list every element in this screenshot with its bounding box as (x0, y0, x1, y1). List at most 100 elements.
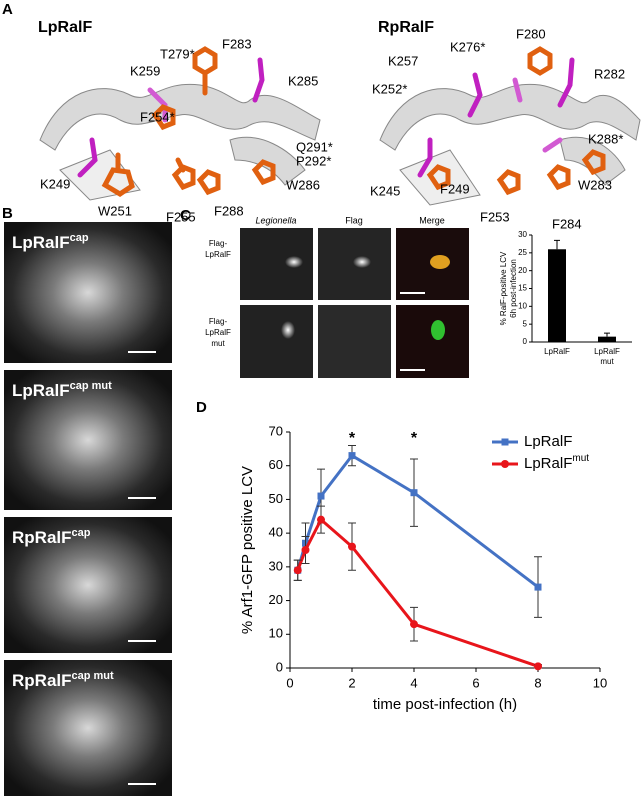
residue-label: F254* (140, 109, 175, 124)
y-tick-label: 0 (523, 337, 528, 346)
y-axis-label: 6h post-infection (509, 259, 518, 318)
marker (301, 546, 310, 554)
residue-label: F280 (516, 26, 546, 41)
residue-label: K259 (130, 63, 160, 78)
x-tick-label: mut (600, 357, 614, 366)
y-tick-label: 60 (269, 457, 283, 472)
x-tick-label: LpRalF (594, 347, 620, 356)
marker (410, 620, 418, 629)
text-part: RpRalF (12, 671, 72, 690)
residue-label: T279* (160, 46, 195, 61)
marker (293, 566, 302, 575)
residue-label: P292* (296, 153, 331, 168)
marker (317, 515, 325, 524)
text-part: cap mut (70, 380, 113, 392)
panel-label: A (2, 1, 13, 18)
y-axis-label: % Arf1-GFP positive LCV (239, 466, 256, 634)
micrograph-label: RpRalFcap mut (12, 670, 114, 691)
y-tick-label: 20 (269, 592, 283, 607)
error-bar (554, 239, 560, 250)
text-part: LpRalF (12, 381, 70, 400)
image-column-label: Flag (345, 215, 363, 225)
y-tick-label: 40 (269, 525, 283, 540)
side-chains (77, 46, 606, 197)
structure-title: RpRalF (378, 19, 434, 36)
image-row-label: Flag- (209, 239, 228, 248)
micrograph (4, 370, 172, 510)
residue-label: F253 (480, 209, 510, 224)
annotation: * (411, 430, 418, 447)
series-line (296, 517, 539, 668)
x-tick-label: LpRalF (544, 347, 570, 356)
y-tick-label: 15 (518, 284, 527, 293)
micrograph (4, 660, 172, 796)
x-tick-label: 10 (593, 675, 607, 690)
y-tick-label: 5 (523, 319, 528, 328)
text-part: RpRalF (12, 528, 72, 547)
x-axis-label: time post-infection (h) (373, 696, 517, 713)
y-tick-label: 50 (269, 491, 283, 506)
image-row-label: mut (211, 339, 225, 348)
residue-label: F255 (166, 209, 196, 224)
legend-marker (501, 438, 509, 446)
image-column-label: Merge (419, 215, 445, 225)
c-images (240, 228, 469, 378)
residue-label: W251 (98, 203, 132, 218)
marker (348, 542, 356, 551)
y-axis-label: % RalF-positive LCV (499, 251, 508, 325)
text-part: LpRalF (524, 433, 572, 450)
y-tick-label: 10 (269, 626, 283, 641)
micrograph (4, 222, 172, 363)
ribbon-structure (39, 83, 641, 206)
x-tick-label: 8 (534, 675, 541, 690)
legend-label: LpRalF (524, 433, 572, 450)
residue-label: F284 (552, 216, 582, 231)
image-row-label: Flag- (209, 317, 228, 326)
text-part: mut (572, 453, 589, 464)
micrograph (4, 517, 172, 653)
panel-label: B (2, 205, 13, 222)
bar (598, 336, 616, 342)
residue-label: K288* (588, 131, 623, 146)
micrographs (4, 222, 172, 796)
residue-label: Q291* (296, 139, 333, 154)
micrograph-label: RpRalFcap (12, 527, 91, 548)
y-tick-label: 70 (269, 423, 283, 438)
residue-label: F288 (214, 203, 244, 218)
y-tick-label: 20 (518, 266, 527, 275)
text-part: LpRalF (524, 455, 572, 472)
residue-label: K276* (450, 39, 485, 54)
annotation: * (349, 430, 356, 447)
legend-marker (501, 460, 509, 468)
text-part: cap mut (72, 670, 115, 682)
legend-label: LpRalFmut (524, 453, 589, 472)
marker (534, 583, 542, 591)
x-tick-label: 0 (286, 675, 293, 690)
residue-label: K257 (388, 53, 418, 68)
residue-label: W283 (578, 177, 612, 192)
residue-label: R282 (594, 66, 625, 81)
y-tick-label: 0 (276, 659, 283, 674)
residue-label: W286 (286, 177, 320, 192)
y-tick-label: 25 (518, 248, 527, 257)
residue-label: F283 (222, 36, 252, 51)
residue-label: F249 (440, 181, 470, 196)
residue-label: K285 (288, 73, 318, 88)
panel-label: C (180, 207, 191, 224)
bar (548, 249, 566, 342)
series-line (296, 453, 539, 589)
marker (534, 662, 542, 671)
marker (348, 452, 356, 460)
panel-label: D (196, 399, 207, 416)
error-bar (604, 332, 610, 337)
micrograph-label: LpRalFcap mut (12, 380, 112, 401)
image-column-label: Legionella (255, 215, 296, 225)
marker (410, 489, 418, 497)
text-part: cap (72, 527, 91, 539)
marker (317, 492, 325, 500)
y-tick-label: 30 (269, 558, 283, 573)
residue-label: K249 (40, 176, 70, 191)
residue-label: K245 (370, 183, 400, 198)
text-part: LpRalF (12, 233, 70, 252)
